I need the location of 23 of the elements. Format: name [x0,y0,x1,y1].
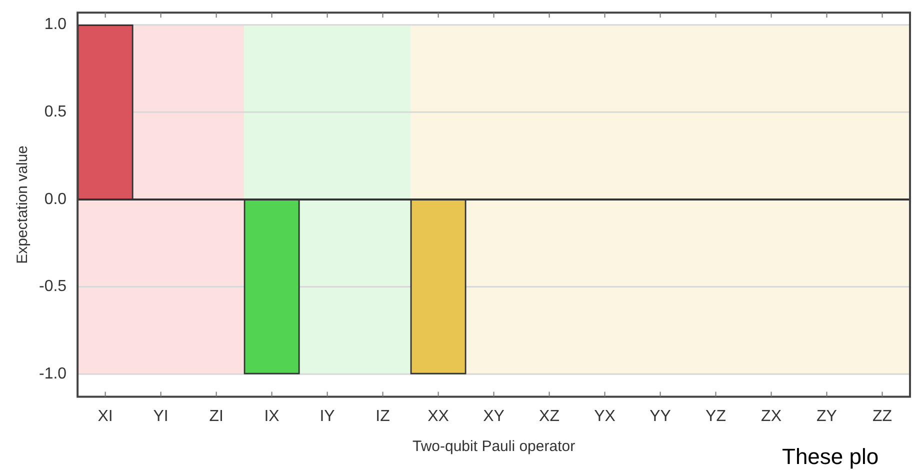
x-axis-title: Two-qubit Pauli operator [412,438,576,456]
x-tick-label: XY [483,408,505,425]
y-tick-label: 1.0 [44,16,67,34]
text: These plo [782,444,879,469]
x-tick-label: IX [264,408,280,425]
x-tick-label: YX [594,408,616,425]
x-tick-label: ZI [209,408,224,425]
x-tick-label: ZY [816,408,838,425]
y-axis-title: Expectation value [14,145,32,264]
y-tick-label: -0.5 [38,278,67,296]
x-tick-label: YY [650,408,672,425]
x-tick-label: ZX [761,408,782,425]
x-tick-label: ZZ [872,408,892,425]
x-tick-label: IY [320,408,336,425]
x-tick-label: YZ [706,408,726,425]
x-tick-label: XI [98,408,113,425]
x-tick-label: XZ [539,408,560,425]
y-tick-label: 0.0 [44,190,67,208]
x-tick-label: IZ [376,408,390,425]
y-tick-label: 0.5 [44,104,67,121]
y-tick-label: -1.0 [38,366,67,383]
x-tick-label: YI [153,408,168,425]
x-tick-label: XX [428,408,450,425]
